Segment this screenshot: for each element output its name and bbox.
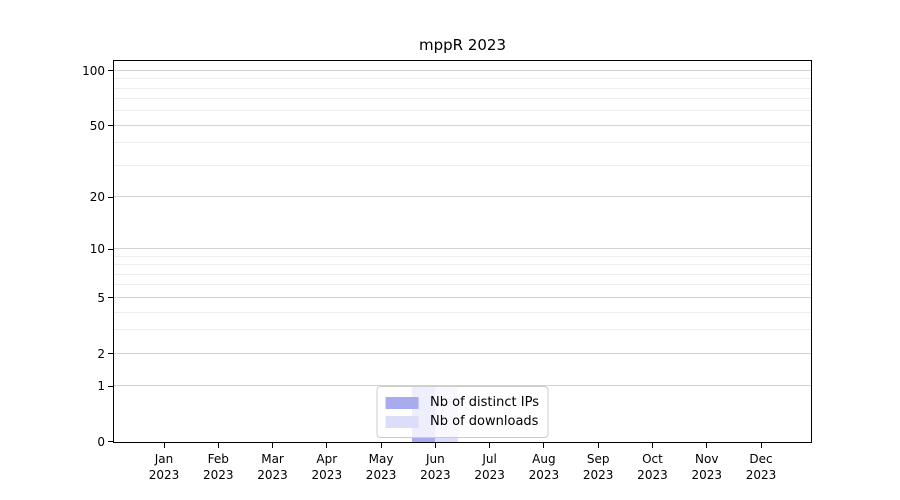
x-tick-year: 2023	[311, 468, 343, 482]
y-tick-label: 20	[89, 190, 105, 205]
x-tick-mark	[217, 443, 219, 448]
gridline-major	[114, 69, 811, 71]
x-tick-year: 2023	[528, 468, 560, 482]
x-tick-month: May	[368, 452, 394, 466]
x-tick-mark	[326, 443, 328, 448]
legend-swatch-downloads-icon	[385, 415, 419, 428]
y-tick-mark	[108, 353, 113, 355]
x-tick-month: Jan	[154, 452, 174, 466]
y-tick-label: 0	[97, 435, 105, 449]
gridline-minor	[114, 98, 811, 100]
x-tick-year: 2023	[745, 468, 777, 482]
x-tick-mark	[163, 443, 165, 448]
x-tick-mark	[760, 443, 762, 448]
legend-label-downloads: Nb of downloads	[430, 414, 539, 429]
x-tick-label: Nov 2023	[691, 451, 722, 483]
gridline-minor	[114, 255, 811, 257]
gridline-minor	[114, 87, 811, 89]
x-tick-month: Oct	[642, 452, 663, 466]
x-tick-month: Mar	[261, 452, 284, 466]
x-tick-label: Jun 2023	[420, 451, 451, 483]
x-tick-mark	[543, 443, 545, 448]
plot-area: Nb of distinct IPs Nb of downloads 0 1 2 5 1…	[82, 60, 812, 482]
y-tick-mark	[108, 196, 113, 198]
legend-item-distinct-ips: Nb of distinct IPs	[385, 394, 539, 411]
gridline-minor	[114, 110, 811, 112]
y-tick-mark	[108, 297, 113, 299]
gridline-major	[114, 248, 811, 250]
x-tick-month: Jul	[482, 452, 497, 466]
gridline-major	[114, 352, 811, 354]
x-tick-label: Feb 2023	[203, 451, 234, 483]
x-tick-year: 2023	[474, 468, 505, 482]
x-tick-year: 2023	[582, 468, 614, 482]
x-tick-mark	[706, 443, 708, 448]
x-tick-month: Dec	[749, 452, 773, 466]
x-tick-label: Oct 2023	[637, 451, 668, 483]
x-tick-month: Feb	[207, 452, 229, 466]
x-tick-mark	[651, 443, 653, 448]
x-tick-year: 2023	[148, 468, 180, 482]
legend-swatch-distinct-ips-icon	[385, 396, 419, 409]
x-tick-label: Apr 2023	[312, 451, 343, 483]
x-tick-month: Aug	[532, 452, 556, 466]
x-tick-month: Nov	[695, 452, 719, 466]
gridline-major	[114, 124, 811, 126]
x-tick-month: Apr	[316, 452, 338, 466]
gridline-minor	[114, 142, 811, 144]
y-tick-label: 10	[89, 242, 105, 257]
y-tick-mark	[108, 125, 113, 127]
y-tick-label: 100	[82, 63, 105, 78]
legend-item-downloads: Nb of downloads	[385, 413, 539, 430]
x-tick-year: 2023	[691, 468, 722, 482]
gridline-minor	[114, 311, 811, 313]
legend: Nb of distinct IPs Nb of downloads	[376, 386, 549, 438]
x-tick-mark	[434, 443, 436, 448]
x-tick-label: Aug 2023	[529, 451, 560, 483]
x-tick-mark	[380, 443, 382, 448]
x-tick-year: 2023	[257, 468, 288, 482]
y-tick-mark	[108, 248, 113, 250]
gridline-major	[114, 196, 811, 198]
x-tick-mark	[272, 443, 274, 448]
x-tick-mark	[489, 443, 491, 448]
x-tick-label: Dec 2023	[746, 451, 777, 483]
x-tick-label: May 2023	[366, 451, 397, 483]
x-tick-year: 2023	[202, 468, 234, 482]
x-tick-label: Jan 2023	[149, 451, 180, 483]
x-tick-year: 2023	[365, 468, 397, 482]
x-tick-year: 2023	[420, 468, 451, 482]
gridline-minor	[114, 273, 811, 275]
y-tick-label: 50	[89, 118, 105, 133]
x-tick-mark	[597, 443, 599, 448]
gridline-minor	[114, 284, 811, 286]
gridline-minor	[114, 164, 811, 166]
y-tick-label: 5	[97, 290, 105, 305]
gridline-minor	[114, 78, 811, 80]
legend-label-distinct-ips: Nb of distinct IPs	[430, 395, 539, 410]
gridline-major	[114, 296, 811, 298]
x-tick-year: 2023	[637, 468, 668, 482]
x-tick-month: Sep	[586, 452, 610, 466]
x-tick-label: Mar 2023	[257, 451, 288, 483]
chart-title: mppR 2023	[418, 36, 507, 54]
x-tick-label: Sep 2023	[583, 451, 614, 483]
x-tick-month: Jun	[425, 452, 445, 466]
y-tick-label: 2	[97, 346, 105, 361]
gridline-minor	[114, 329, 811, 331]
y-tick-mark	[108, 441, 113, 442]
y-tick-label: 1	[97, 379, 105, 394]
gridline-minor	[114, 264, 811, 266]
x-tick-label: Jul 2023	[474, 451, 505, 483]
y-tick-mark	[108, 70, 113, 72]
y-tick-mark	[108, 385, 113, 387]
